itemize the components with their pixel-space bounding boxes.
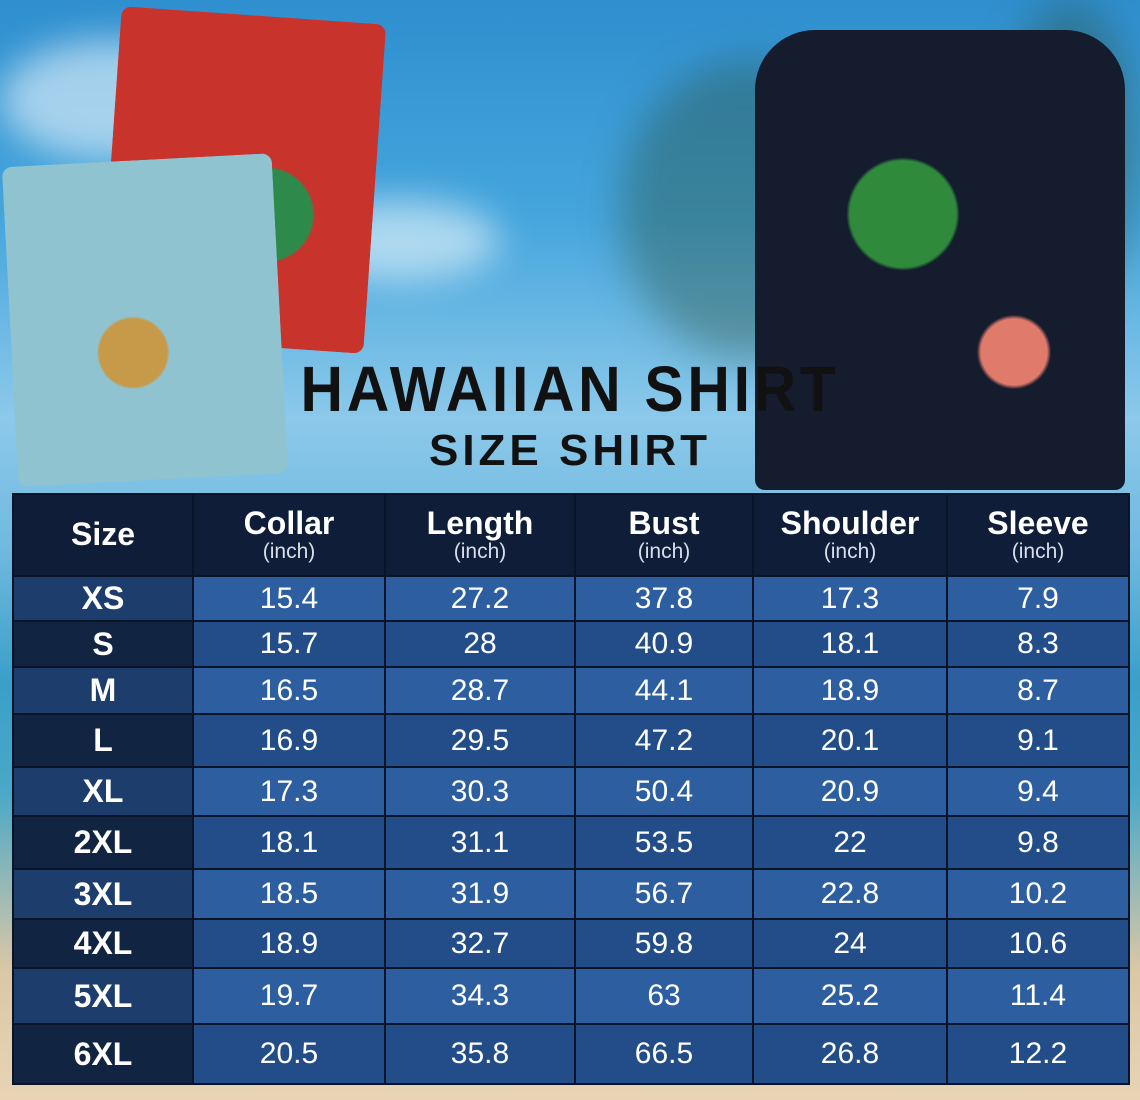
measurement-cell: 30.3: [384, 766, 576, 817]
measurement-cell: 40.9: [574, 620, 754, 668]
measurement-cell: 22.8: [752, 868, 948, 920]
measurement-cell: 18.1: [752, 620, 948, 668]
measurement-cell: 10.6: [946, 918, 1130, 969]
measurement-cell: 15.4: [192, 575, 386, 622]
measurement-cell: 8.3: [946, 620, 1130, 668]
measurement-cell: 7.9: [946, 575, 1130, 622]
size-cell: 5XL: [12, 967, 194, 1025]
size-cell: M: [12, 666, 194, 715]
size-cell: XL: [12, 766, 194, 817]
table-row: L 16.9 29.5 47.2 20.1 9.1: [12, 713, 1130, 768]
measurement-cell: 25.2: [752, 967, 948, 1025]
table-row: M 16.5 28.7 44.1 18.9 8.7: [12, 666, 1130, 715]
measurement-cell: 37.8: [574, 575, 754, 622]
measurement-cell: 31.1: [384, 815, 576, 870]
table-row: 2XL 18.1 31.1 53.5 22 9.8: [12, 815, 1130, 870]
measurement-cell: 19.7: [192, 967, 386, 1025]
measurement-cell: 27.2: [384, 575, 576, 622]
column-header-unit: (inch): [453, 539, 507, 563]
measurement-cell: 16.5: [192, 666, 386, 715]
measurement-cell: 59.8: [574, 918, 754, 969]
measurement-cell: 8.7: [946, 666, 1130, 715]
measurement-cell: 44.1: [574, 666, 754, 715]
table-row: S 15.7 28 40.9 18.1 8.3: [12, 620, 1130, 668]
column-header-label: Size: [70, 516, 136, 553]
column-header: Collar (inch): [192, 493, 386, 577]
measurement-cell: 56.7: [574, 868, 754, 920]
column-header-label: Sleeve: [987, 505, 1089, 542]
column-header-label: Bust: [628, 505, 700, 542]
measurement-cell: 47.2: [574, 713, 754, 768]
measurement-cell: 28.7: [384, 666, 576, 715]
measurement-cell: 35.8: [384, 1023, 576, 1085]
table-row: 4XL 18.9 32.7 59.8 24 10.6: [12, 918, 1130, 969]
column-header: Shoulder (inch): [752, 493, 948, 577]
table-row: 3XL 18.5 31.9 56.7 22.8 10.2: [12, 868, 1130, 920]
column-header-unit: (inch): [637, 539, 691, 563]
measurement-cell: 24: [752, 918, 948, 969]
measurement-cell: 31.9: [384, 868, 576, 920]
measurement-cell: 53.5: [574, 815, 754, 870]
measurement-cell: 17.3: [752, 575, 948, 622]
measurement-cell: 9.4: [946, 766, 1130, 817]
column-header-unit: (inch): [823, 539, 877, 563]
measurement-cell: 11.4: [946, 967, 1130, 1025]
measurement-cell: 20.1: [752, 713, 948, 768]
column-header: Bust (inch): [574, 493, 754, 577]
measurement-cell: 22: [752, 815, 948, 870]
measurement-cell: 17.3: [192, 766, 386, 817]
measurement-cell: 9.1: [946, 713, 1130, 768]
table-row: 6XL 20.5 35.8 66.5 26.8 12.2: [12, 1023, 1130, 1085]
size-cell: 6XL: [12, 1023, 194, 1085]
measurement-cell: 18.9: [192, 918, 386, 969]
size-chart-table: Size Collar (inch) Length (inch) Bust (inch) Sh…: [12, 493, 1130, 1085]
table-header-row: Size Collar (inch) Length (inch) Bust (inch) Sh…: [12, 493, 1130, 577]
column-header: Length (inch): [384, 493, 576, 577]
measurement-cell: 50.4: [574, 766, 754, 817]
measurement-cell: 18.5: [192, 868, 386, 920]
measurement-cell: 18.1: [192, 815, 386, 870]
column-header-label: Shoulder: [780, 505, 920, 542]
table-row: 5XL 19.7 34.3 63 25.2 11.4: [12, 967, 1130, 1025]
column-header-label: Collar: [243, 505, 335, 542]
model-flamingo-shirt-image: [755, 30, 1125, 490]
column-header: Sleeve (inch): [946, 493, 1130, 577]
measurement-cell: 32.7: [384, 918, 576, 969]
measurement-cell: 10.2: [946, 868, 1130, 920]
measurement-cell: 9.8: [946, 815, 1130, 870]
measurement-cell: 26.8: [752, 1023, 948, 1085]
page-title: HAWAIIAN SHIRT: [300, 353, 840, 425]
size-cell: 3XL: [12, 868, 194, 920]
measurement-cell: 12.2: [946, 1023, 1130, 1085]
measurement-cell: 63: [574, 967, 754, 1025]
measurement-cell: 15.7: [192, 620, 386, 668]
table-row: XS 15.4 27.2 37.8 17.3 7.9: [12, 575, 1130, 622]
size-cell: 4XL: [12, 918, 194, 969]
column-header: Size: [12, 493, 194, 577]
measurement-cell: 34.3: [384, 967, 576, 1025]
page-subtitle: SIZE SHIRT: [428, 426, 712, 475]
measurement-cell: 66.5: [574, 1023, 754, 1085]
size-cell: L: [12, 713, 194, 768]
size-cell: S: [12, 620, 194, 668]
measurement-cell: 18.9: [752, 666, 948, 715]
column-header-label: Length: [426, 505, 534, 542]
measurement-cell: 20.5: [192, 1023, 386, 1085]
table-row: XL 17.3 30.3 50.4 20.9 9.4: [12, 766, 1130, 817]
size-cell: XS: [12, 575, 194, 622]
measurement-cell: 29.5: [384, 713, 576, 768]
measurement-cell: 20.9: [752, 766, 948, 817]
measurement-cell: 28: [384, 620, 576, 668]
column-header-unit: (inch): [1011, 539, 1065, 563]
column-header-unit: (inch): [262, 539, 316, 563]
measurement-cell: 16.9: [192, 713, 386, 768]
size-cell: 2XL: [12, 815, 194, 870]
